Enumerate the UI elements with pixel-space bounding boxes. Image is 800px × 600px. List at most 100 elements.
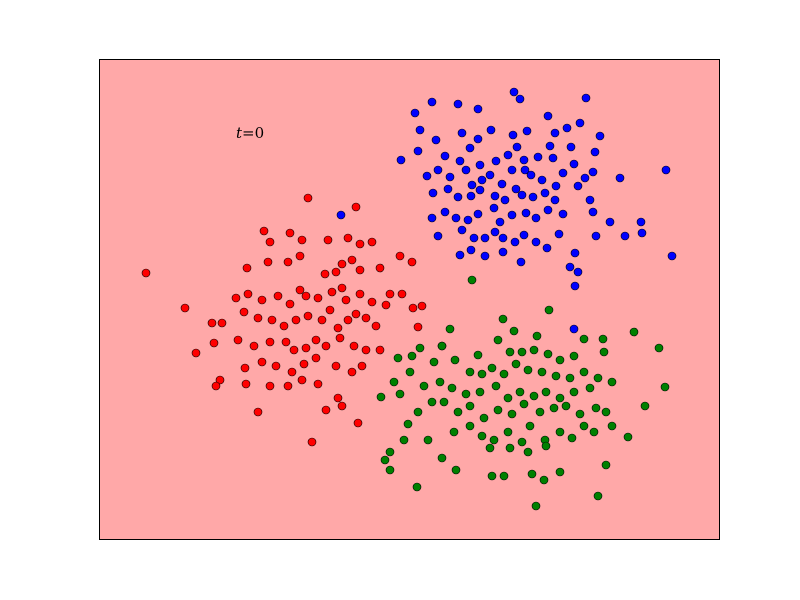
data-point [435, 377, 445, 387]
data-point [615, 173, 625, 183]
data-point [461, 165, 471, 175]
data-point [285, 228, 295, 238]
data-point [640, 401, 650, 411]
data-point [480, 251, 490, 261]
data-point [667, 251, 677, 261]
data-point [593, 491, 603, 501]
data-point [479, 413, 489, 423]
data-point [508, 130, 518, 140]
plot-frame [99, 59, 720, 540]
data-point [551, 371, 561, 381]
data-point [457, 128, 467, 138]
data-point [367, 237, 377, 247]
data-point [528, 192, 538, 202]
data-point [355, 289, 365, 299]
data-point [301, 343, 311, 353]
data-point [549, 403, 559, 413]
data-point [399, 435, 409, 445]
data-point [469, 233, 479, 243]
data-point [427, 397, 437, 407]
data-point [285, 299, 295, 309]
data-point [539, 475, 549, 485]
data-point [591, 403, 601, 413]
data-point [249, 341, 259, 351]
data-point [544, 305, 554, 315]
data-point [321, 405, 331, 415]
data-point [523, 447, 533, 457]
data-point [588, 167, 598, 177]
data-point [590, 147, 600, 157]
data-point [389, 377, 399, 387]
data-point [532, 331, 542, 341]
data-point [522, 126, 532, 136]
data-point [376, 392, 386, 402]
data-point [543, 111, 553, 121]
data-point [579, 367, 589, 377]
data-point [253, 407, 263, 417]
data-point [231, 293, 241, 303]
data-point [367, 297, 377, 307]
data-point [253, 313, 263, 323]
data-point [451, 213, 461, 223]
data-point [307, 437, 317, 447]
data-point [543, 349, 553, 359]
data-point [209, 338, 219, 348]
data-point [551, 181, 561, 191]
data-point [295, 251, 305, 261]
data-point [550, 128, 560, 138]
data-point [500, 195, 510, 205]
data-point [375, 263, 385, 273]
data-point [511, 359, 521, 369]
data-point [313, 293, 323, 303]
data-point [485, 443, 495, 453]
data-point [511, 184, 521, 194]
data-point [581, 93, 591, 103]
data-point [427, 97, 437, 107]
data-point [355, 265, 365, 275]
data-point [335, 333, 345, 343]
data-point [535, 407, 545, 417]
data-point [473, 134, 483, 144]
data-point [499, 369, 509, 379]
data-point [555, 427, 565, 437]
data-point [417, 301, 427, 311]
data-point [405, 367, 415, 377]
data-point [541, 387, 551, 397]
data-point [450, 355, 460, 365]
data-point [531, 237, 541, 247]
data-point [543, 205, 553, 215]
data-point [601, 407, 611, 417]
data-point [512, 142, 522, 152]
data-point [141, 268, 151, 278]
data-point [465, 401, 475, 411]
data-point [361, 345, 371, 355]
data-point [419, 381, 429, 391]
data-point [299, 359, 309, 369]
data-point [239, 307, 249, 317]
data-point [475, 185, 485, 195]
data-point [465, 143, 475, 153]
data-point [575, 118, 585, 128]
data-point [498, 314, 508, 324]
data-point [433, 165, 443, 175]
data-point [427, 213, 437, 223]
data-point [281, 337, 291, 347]
data-point [623, 432, 633, 442]
data-point [413, 146, 423, 156]
data-point [548, 153, 558, 163]
data-point [569, 324, 579, 334]
data-point [343, 233, 353, 243]
data-point [566, 142, 576, 152]
data-point [303, 193, 313, 203]
data-point [271, 361, 281, 371]
data-point [320, 269, 330, 279]
data-point [503, 393, 513, 403]
data-point [415, 343, 425, 353]
data-point [509, 87, 519, 97]
data-point [437, 341, 447, 351]
data-point [371, 321, 381, 331]
data-point [495, 217, 505, 227]
data-point [486, 125, 496, 135]
data-point [347, 255, 357, 265]
data-point [515, 387, 525, 397]
